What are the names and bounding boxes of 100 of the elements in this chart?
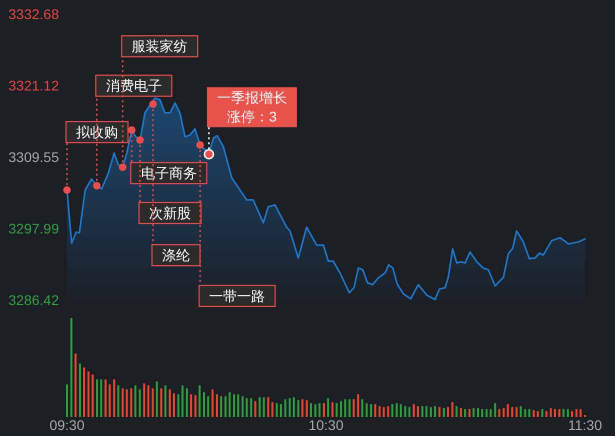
bar xyxy=(516,407,518,417)
annotation: 次新股 xyxy=(149,205,192,221)
bar xyxy=(404,406,406,417)
bar xyxy=(541,409,544,417)
x-tick-label: 10:30 xyxy=(308,417,344,433)
x-tick-label: 11:30 xyxy=(568,417,602,433)
bar xyxy=(177,394,180,417)
bar xyxy=(361,399,364,417)
bar xyxy=(472,408,475,417)
bar xyxy=(571,411,574,417)
bar xyxy=(306,400,308,417)
bar xyxy=(168,389,171,417)
bar xyxy=(267,397,270,417)
bar xyxy=(464,409,466,417)
bar xyxy=(566,409,569,417)
bar xyxy=(391,404,394,417)
bar xyxy=(250,398,252,417)
bar xyxy=(96,379,98,417)
bar xyxy=(421,406,424,417)
bar xyxy=(511,407,514,417)
annotation: 一带一路 xyxy=(209,288,266,304)
bar xyxy=(224,396,227,417)
bar xyxy=(580,409,582,417)
bar xyxy=(446,407,449,417)
bar xyxy=(246,398,248,417)
bar xyxy=(408,407,410,417)
bar xyxy=(494,403,496,417)
bar xyxy=(370,404,372,417)
bar xyxy=(237,394,240,417)
bar xyxy=(340,401,342,417)
bar xyxy=(545,411,548,417)
bar xyxy=(374,404,376,417)
y-tick-label: 3297.99 xyxy=(8,220,60,236)
bar xyxy=(138,389,141,417)
bar xyxy=(74,354,77,417)
bar xyxy=(430,407,432,417)
bar xyxy=(207,396,210,417)
bar xyxy=(554,409,556,417)
bar xyxy=(66,384,68,417)
bar xyxy=(412,404,415,417)
bar xyxy=(203,392,206,417)
bar xyxy=(92,374,94,417)
bar xyxy=(280,404,282,417)
bar xyxy=(357,394,360,417)
bar xyxy=(318,403,321,417)
bar xyxy=(134,385,136,417)
bar xyxy=(331,402,334,417)
bar xyxy=(104,379,107,417)
bar xyxy=(387,406,390,417)
bar xyxy=(532,410,535,417)
bar xyxy=(442,408,445,417)
bar xyxy=(490,409,492,417)
bar xyxy=(438,407,440,417)
bar xyxy=(366,403,368,417)
bar xyxy=(194,395,196,417)
bar xyxy=(160,388,162,417)
bar xyxy=(108,384,111,417)
annotation: 涤纶 xyxy=(162,247,190,264)
y-tick-label: 3332.68 xyxy=(8,6,60,22)
bar xyxy=(147,385,150,417)
bar xyxy=(276,403,278,417)
y-tick-label: 3286.42 xyxy=(8,292,60,308)
bar xyxy=(425,406,428,417)
bar xyxy=(212,389,214,417)
bar xyxy=(216,394,218,417)
bar xyxy=(87,371,90,417)
bar xyxy=(528,409,530,417)
bar xyxy=(228,392,231,417)
bar xyxy=(152,388,154,417)
bar xyxy=(400,404,402,417)
bar xyxy=(126,389,128,417)
bar xyxy=(416,406,419,417)
bar xyxy=(524,409,526,417)
bar xyxy=(506,404,509,417)
bar xyxy=(344,399,346,417)
y-tick-label: 3309.55 xyxy=(8,149,60,165)
bar xyxy=(262,397,265,417)
bar xyxy=(288,398,291,417)
bar xyxy=(520,406,522,417)
bar xyxy=(113,379,116,417)
bar xyxy=(451,402,454,417)
bar xyxy=(297,400,300,417)
bar xyxy=(434,406,436,417)
bar xyxy=(550,408,552,417)
bar xyxy=(284,399,286,417)
bar xyxy=(481,409,484,417)
bar xyxy=(301,399,304,417)
bar xyxy=(164,385,166,417)
bar xyxy=(122,388,124,417)
x-tick-label: 09:30 xyxy=(49,417,85,433)
bar xyxy=(186,388,188,417)
bar xyxy=(460,408,462,417)
bar xyxy=(498,409,500,417)
bar xyxy=(100,379,102,417)
bar xyxy=(468,409,470,417)
bar xyxy=(220,396,222,417)
bar xyxy=(190,394,192,417)
bar xyxy=(70,318,72,417)
bar xyxy=(348,399,351,417)
bar xyxy=(562,409,565,417)
